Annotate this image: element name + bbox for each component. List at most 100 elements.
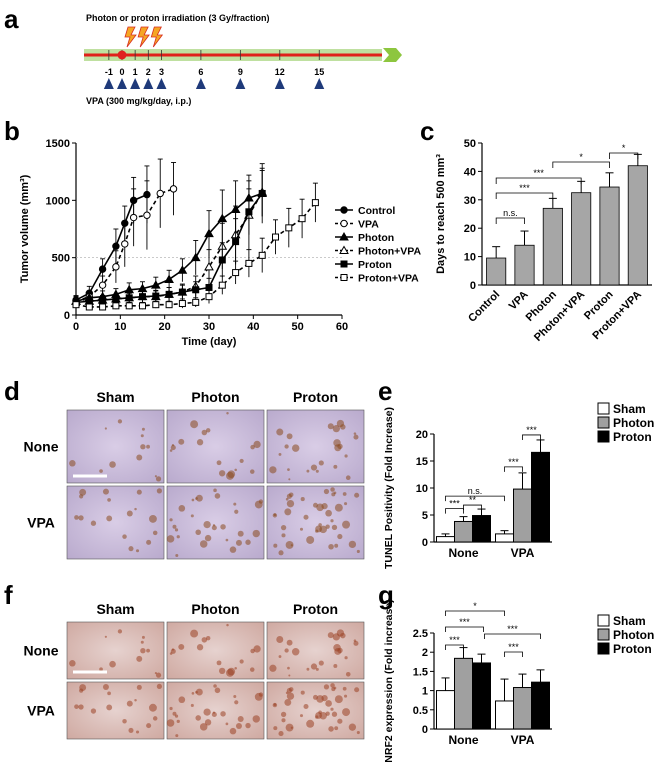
row-header: VPA [27,703,55,719]
stain-spot [213,488,217,493]
stain-spot [273,543,278,548]
y-tick-label: 0 [470,280,476,292]
y-tick-label: 10 [416,483,428,495]
stain-spot [79,494,84,499]
timeline-day-label: 3 [159,67,164,77]
legend-swatch [597,402,610,415]
stain-spot [284,698,292,706]
data-point [152,301,160,309]
column-header: Sham [96,601,134,617]
data-point [156,189,164,198]
stain-spot [286,688,292,694]
data-point [218,256,226,264]
stain-spot [331,711,338,717]
stain-spot [239,458,244,464]
y-tick-label: 50 [464,138,476,150]
stain-spot [196,644,204,651]
timeline-title: Photon or proton irradiation (3 Gy/fract… [86,13,270,23]
y-tick-label: 5 [422,510,428,522]
stain-spot [315,469,319,473]
stain-spot [280,711,287,718]
stain-spot [254,500,263,509]
x-tick-label: VPA [511,546,535,560]
y-axis-title: Tumor volume (mm³) [19,174,31,283]
significance-label: *** [449,635,460,645]
significance-label: *** [507,624,518,634]
stain-spot [109,461,116,468]
data-point [152,292,160,300]
stain-spot [356,549,360,553]
x-tick-label: Control [466,289,502,325]
bar [513,488,532,543]
legend-label: Proton [613,430,652,444]
stain-spot [178,696,186,704]
stain-spot [141,635,145,639]
stain-spot [330,487,335,492]
stain-spot [285,691,289,695]
stain-spot [211,525,217,531]
y-tick-label: 40 [464,166,476,178]
stain-spot [102,684,109,690]
stain-spot [323,488,330,495]
stain-spot [90,520,97,526]
stain-spot [216,660,222,666]
stain-spot [342,520,351,529]
significance-bracket [445,626,484,632]
histology-image [166,409,265,484]
stain-spot [319,711,327,720]
data-point [245,208,253,216]
stain-spot [328,726,334,732]
stain-spot [281,533,286,538]
timeline-day-label: 9 [238,67,243,77]
stain-spot [321,694,328,702]
stain-spot [344,454,348,458]
legend-label: Photon [613,416,654,430]
stain-spot [288,478,291,481]
stain-spot [106,515,113,522]
y-tick-label: 1.5 [413,666,428,678]
stain-spot [191,498,195,502]
stain-spot [250,648,255,654]
stain-spot [99,469,103,473]
x-tick-label: 60 [336,321,348,333]
data-point [298,215,306,223]
stain-spot [332,425,340,433]
stain-spot [146,444,150,449]
stain-spot [214,687,221,694]
stain-spot [330,707,334,711]
stain-spot [78,515,84,521]
stain-spot [229,727,237,735]
stain-spot [171,648,175,651]
stain-spot [140,640,144,644]
stain-spot [245,722,251,729]
stain-spot [249,667,255,672]
stain-spot [319,525,327,534]
data-point [177,265,188,274]
data-point [98,265,107,273]
legend-label: Proton [613,642,652,656]
stain-spot [318,460,324,466]
stain-spot [353,432,357,435]
tunel-positivity-chart: 0 5 10 15 20 TUNEL Positivity (Fold Increase)… [383,402,654,569]
stain-spot [318,660,324,666]
stain-spot [306,469,310,473]
x-tick-label: 0 [73,321,79,333]
stain-spot [166,535,175,543]
stain-spot [79,488,87,496]
y-tick-label: 30 [464,195,476,207]
stain-spot [74,704,79,709]
x-tick-label: 40 [247,321,259,333]
stain-spot [176,719,180,723]
stain-spot [99,667,103,672]
series-proton-vpa [72,182,319,311]
stain-spot [140,434,144,438]
bar [495,533,514,543]
stain-spot [278,550,284,556]
stain-spot [74,515,79,520]
days-to-500-chart: 0 10 20 30 40 50 Days to reach 500 mm³ Control V… [435,138,652,344]
stain-spot [204,534,212,542]
stain-spot [69,460,76,467]
vpa-dose-arrow [103,78,114,89]
panel-label-e: e [378,376,392,406]
y-tick-label: 500 [52,253,70,265]
